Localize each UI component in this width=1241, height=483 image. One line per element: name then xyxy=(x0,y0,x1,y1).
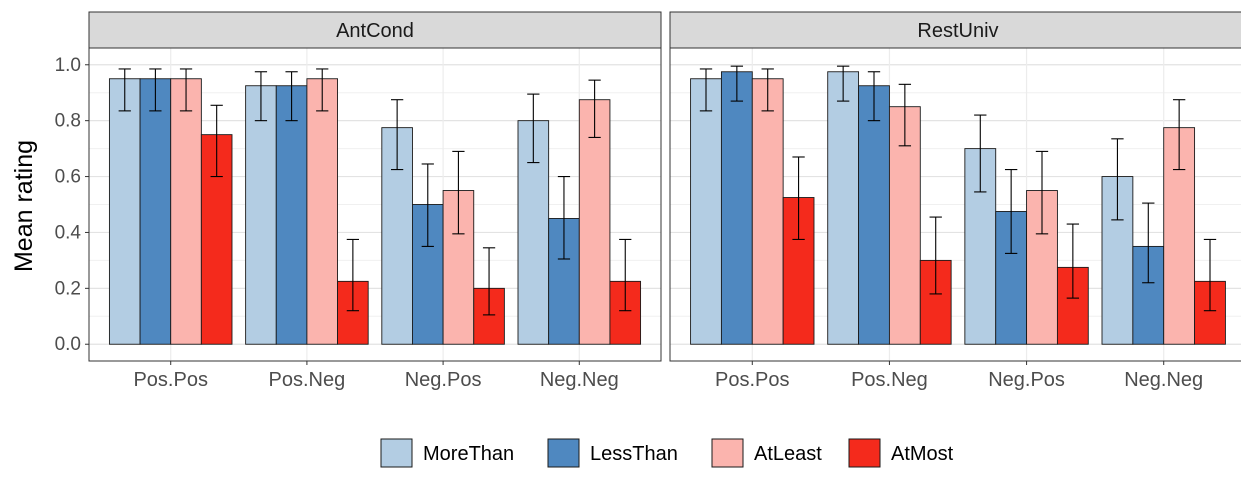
facet-title: AntCond xyxy=(336,20,414,42)
facet-title: RestUniv xyxy=(917,20,998,42)
x-tick-label: Pos.Pos xyxy=(715,369,789,391)
bar xyxy=(275,85,308,345)
legend-key xyxy=(380,438,413,468)
y-tick-label: 0.8 xyxy=(55,111,81,132)
legend-label: LessThan xyxy=(590,443,678,465)
legend-item: AtLeast xyxy=(711,438,822,468)
bar xyxy=(751,78,784,345)
bar xyxy=(108,78,141,345)
x-tick-label: Pos.Pos xyxy=(133,369,207,391)
x-tick-label: Neg.Pos xyxy=(988,369,1065,391)
facet-panels: AntCond Pos.Pos Pos.Neg Neg.Pos Neg.Neg 0.0 0.… xyxy=(55,11,1241,391)
x-tick-label: Pos.Neg xyxy=(269,369,346,391)
bar xyxy=(578,99,611,345)
legend-key xyxy=(848,438,881,468)
legend: MoreThan LessThan AtLeast AtMost xyxy=(380,438,954,468)
bar xyxy=(306,78,338,345)
panel-border xyxy=(88,47,662,362)
y-tick-label: 0.4 xyxy=(55,222,82,243)
legend-label: MoreThan xyxy=(423,443,514,465)
legend-key xyxy=(711,438,744,468)
legend-label: AtLeast xyxy=(754,443,822,465)
facet-strip xyxy=(88,11,662,49)
x-tick-label: Pos.Neg xyxy=(851,369,928,391)
legend-item: AtMost xyxy=(848,438,954,468)
facet-panel: RestUniv Pos.Pos Pos.Neg Neg.Pos Neg.Neg xyxy=(669,11,1241,391)
bar xyxy=(245,85,277,345)
legend-key xyxy=(547,438,580,468)
legend-item: LessThan xyxy=(547,438,678,468)
y-axis-title: Mean rating xyxy=(10,140,38,272)
y-tick-label: 0.2 xyxy=(55,278,81,299)
bar xyxy=(170,78,202,345)
legend-item: MoreThan xyxy=(380,438,514,468)
y-tick-label: 0.6 xyxy=(55,167,81,188)
panel-border xyxy=(669,47,1241,362)
bar xyxy=(690,78,722,345)
bar xyxy=(827,71,860,345)
bar xyxy=(858,85,890,345)
bar xyxy=(139,78,172,345)
facet-panel: AntCond Pos.Pos Pos.Neg Neg.Pos Neg.Neg 0.0 0.… xyxy=(55,11,662,391)
legend-label: AtMost xyxy=(891,443,954,465)
x-tick-label: Neg.Neg xyxy=(1124,369,1203,391)
facet-strip xyxy=(669,11,1241,49)
x-tick-label: Neg.Pos xyxy=(405,369,482,391)
y-tick-label: 1.0 xyxy=(55,55,81,76)
y-tick-label: 0.0 xyxy=(55,334,81,355)
x-tick-label: Neg.Neg xyxy=(540,369,619,391)
bar xyxy=(200,134,233,345)
bar xyxy=(720,71,753,345)
